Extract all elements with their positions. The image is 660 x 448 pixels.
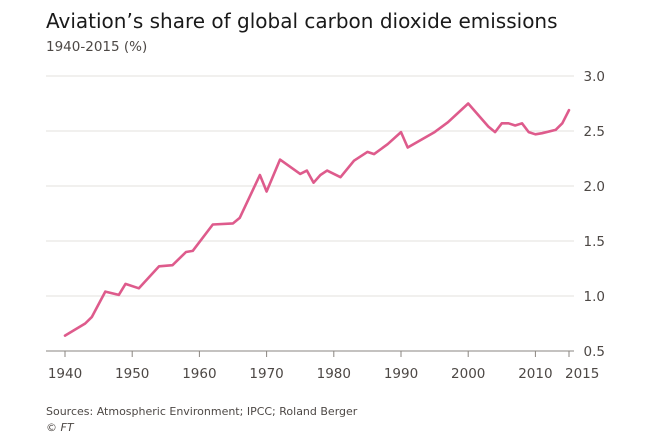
x-tick-labels: 1940 1950 1960 1970 1980 1990 2000 2010 2015 xyxy=(48,366,600,382)
y-tick-label: 0.5 xyxy=(584,344,605,360)
x-tick-label: 2010 xyxy=(518,366,552,382)
credit-note: © FT xyxy=(46,421,74,434)
x-tick-label: 1990 xyxy=(384,366,418,382)
x-tick-label: 1970 xyxy=(249,366,283,382)
x-tick-label: 1940 xyxy=(48,366,82,382)
x-tick-label: 2000 xyxy=(451,366,485,382)
series-line xyxy=(63,102,571,337)
y-tick-labels: 0.5 1.0 1.5 2.0 2.5 3.0 xyxy=(584,69,605,360)
chart-subtitle: 1940-2015 (%) xyxy=(46,39,148,55)
chart-title: Aviation’s share of global carbon dioxid… xyxy=(46,9,558,33)
x-tick-label: 1960 xyxy=(182,366,216,382)
source-note: Sources: Atmospheric Environment; IPCC; … xyxy=(46,405,358,418)
y-tick-label: 1.5 xyxy=(584,234,605,250)
y-tick-label: 2.5 xyxy=(584,124,605,140)
y-tick-label: 1.0 xyxy=(584,289,605,305)
x-tick-label: 1950 xyxy=(115,366,149,382)
x-tick-label: 2015 xyxy=(565,366,599,382)
x-tick-label: 1980 xyxy=(317,366,351,382)
x-axis xyxy=(46,350,574,357)
y-tick-label: 2.0 xyxy=(584,179,605,195)
series-layer xyxy=(63,102,571,337)
y-tick-label: 3.0 xyxy=(584,69,605,85)
grid-lines xyxy=(46,75,574,297)
